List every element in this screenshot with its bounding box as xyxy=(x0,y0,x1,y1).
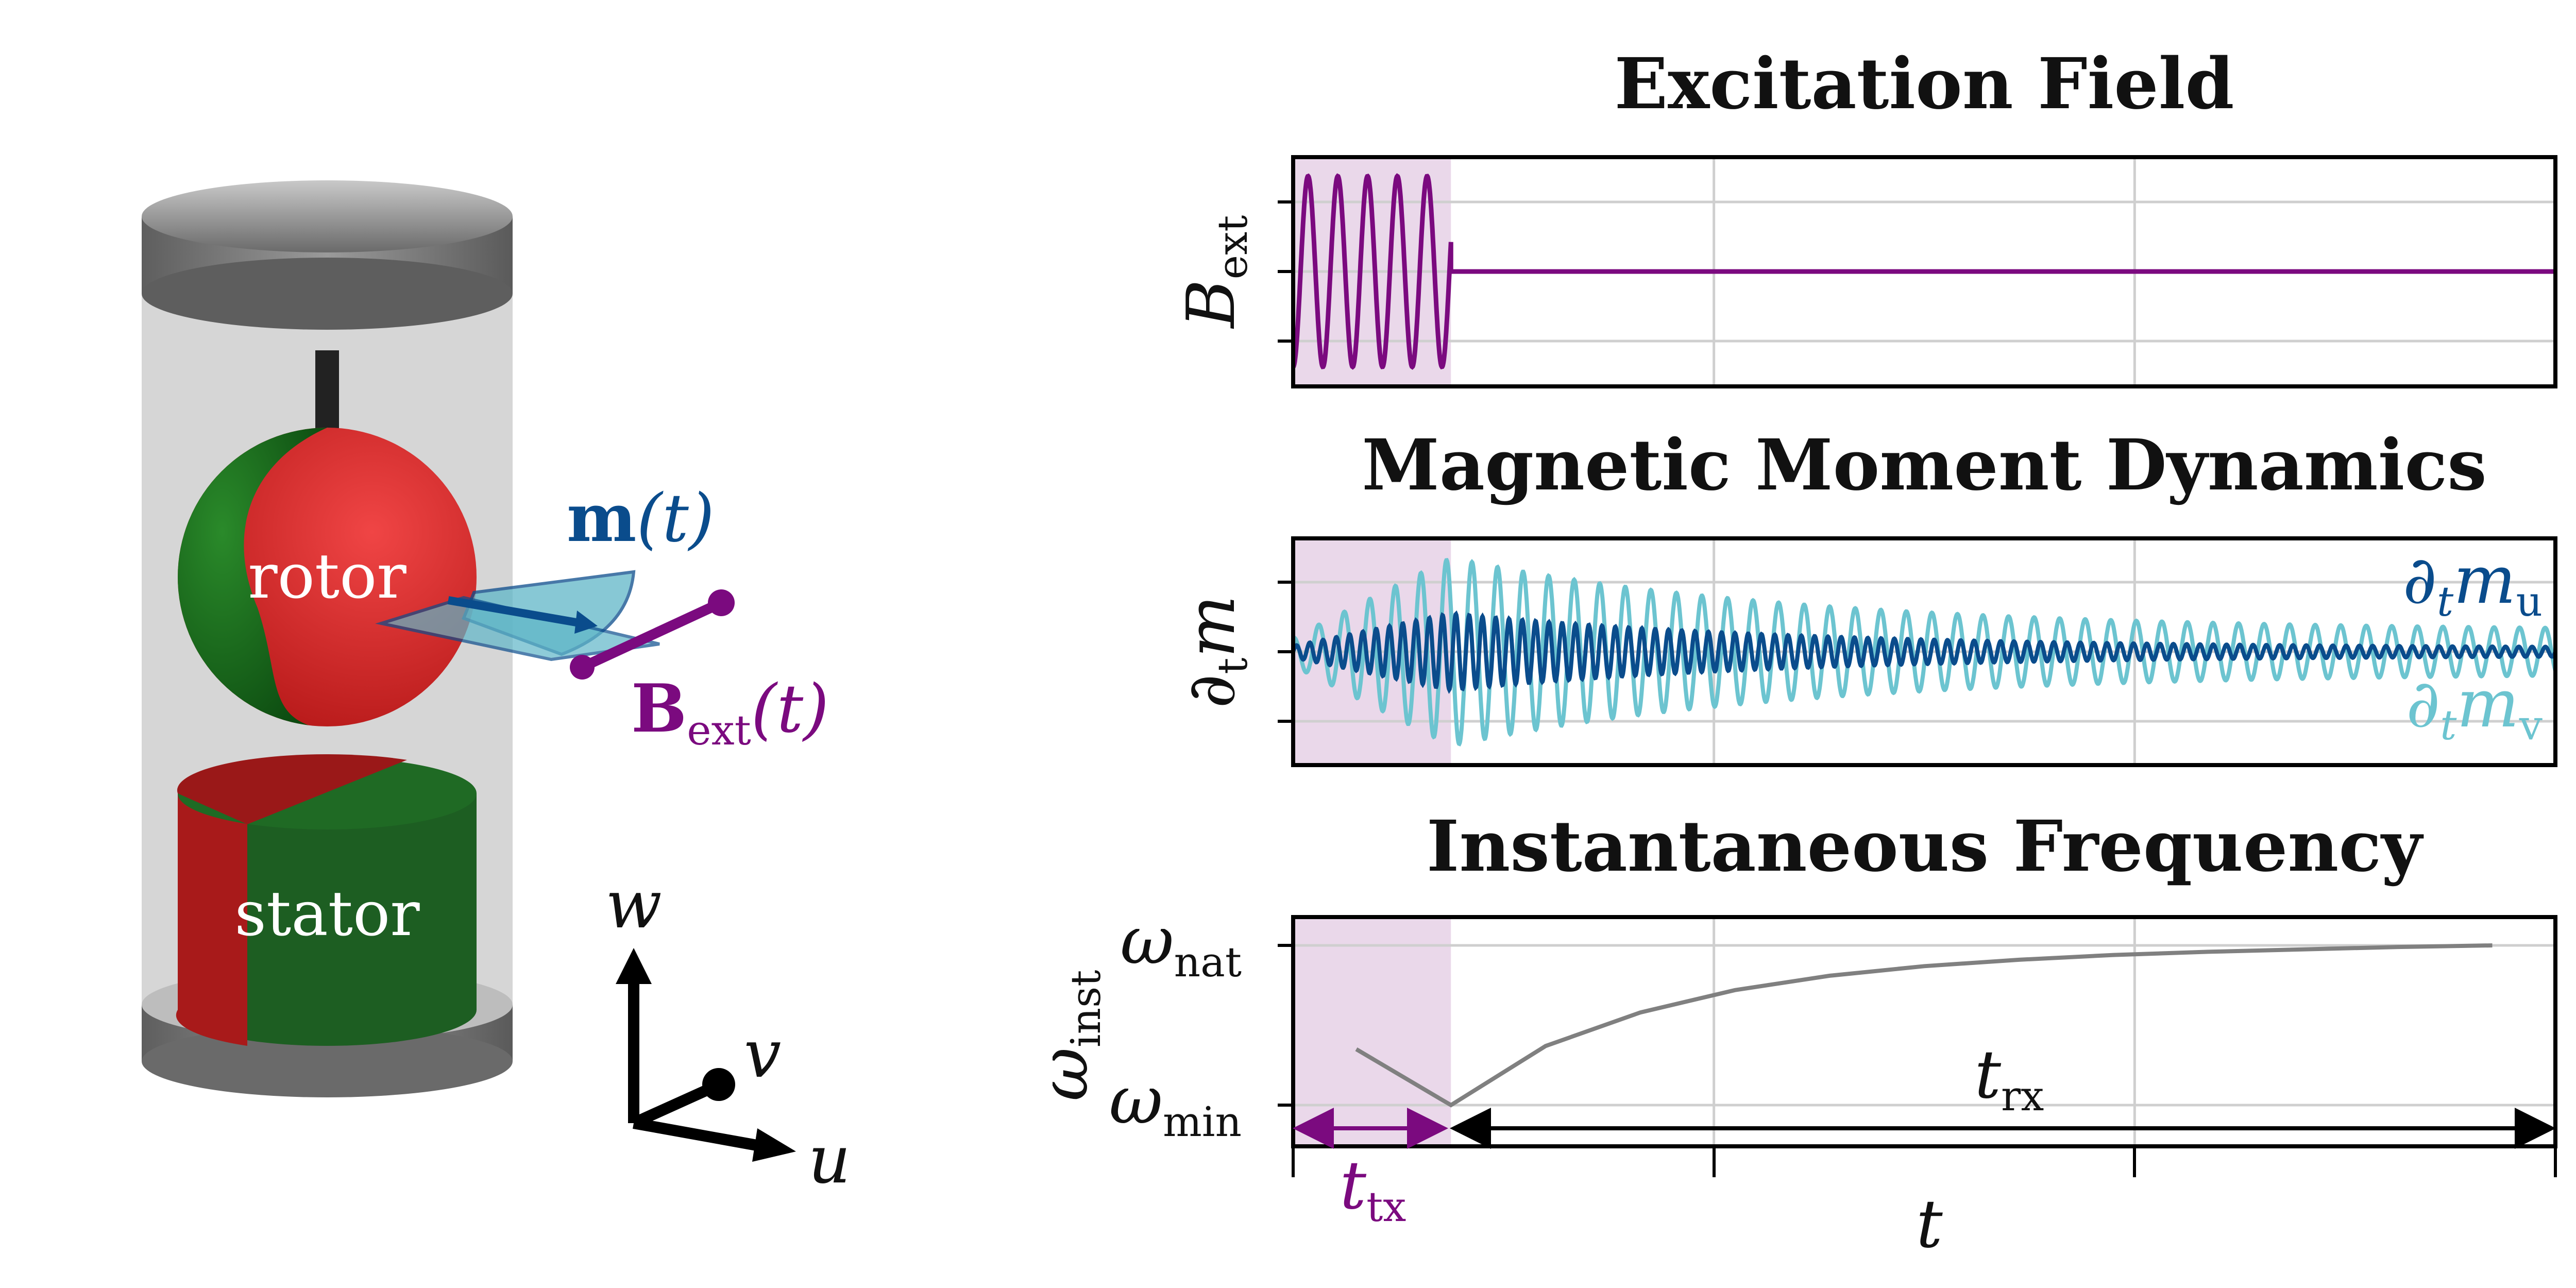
legend-dm-u: ∂tmu xyxy=(2403,542,2543,625)
moment-yticks xyxy=(1278,581,1293,723)
field-label: Bext(t) xyxy=(631,670,829,754)
rotor-label: rotor xyxy=(248,541,406,613)
moment-panel: Magnetic Moment Dynamics ∂tm ∂tmu ∂tmv xyxy=(1173,424,2557,767)
t-tx-label: ttx xyxy=(1340,1147,1406,1231)
top-cap xyxy=(142,180,513,330)
excitation-title: Excitation Field xyxy=(1614,43,2234,125)
tick-omega-min: ωmin xyxy=(1109,1062,1242,1146)
moment-arrow xyxy=(447,596,583,628)
rotor-sphere: rotor xyxy=(178,428,477,726)
moment-ylabel: ∂tm xyxy=(1173,595,1257,708)
frequency-panel: Instantaneous Frequency ωnat ωmin ωinst … xyxy=(1026,805,2557,1263)
legend-dm-v: ∂tmv xyxy=(2406,666,2543,749)
axis-v-label: v xyxy=(744,1016,781,1093)
tick-omega-nat: ωnat xyxy=(1120,903,1242,986)
excitation-yticks xyxy=(1278,200,1293,343)
stator: stator xyxy=(176,754,477,1046)
stator-label: stator xyxy=(234,878,420,950)
field-arrow xyxy=(570,589,735,680)
frequency-yticks xyxy=(1278,944,1293,1107)
x-axis-label: t xyxy=(1916,1186,1943,1263)
bext-series xyxy=(1291,173,2555,370)
axis-u-label: u xyxy=(808,1122,851,1198)
rotor-stator-diagram: stator rotor m(t) Bext xyxy=(142,180,851,1198)
frequency-frame xyxy=(1291,915,2557,1148)
t-rx-label: trx xyxy=(1975,1037,2044,1120)
dm-v-series xyxy=(1292,557,2557,747)
frequency-title: Instantaneous Frequency xyxy=(1427,805,2424,888)
moment-wedge xyxy=(375,570,660,662)
suspension-rod xyxy=(315,350,339,433)
frequency-ylabel: ωinst xyxy=(1026,970,1110,1101)
grid-bot xyxy=(1293,917,2555,1146)
frequency-xticks xyxy=(1292,1146,2557,1177)
tx-shade-bot xyxy=(1293,917,1451,1146)
moment-label: m(t) xyxy=(567,480,715,557)
omega-inst-series xyxy=(1355,943,2493,1108)
dm-u-series xyxy=(1291,610,2557,694)
coordinate-axes: w v u xyxy=(605,867,851,1198)
axis-w-label: w xyxy=(605,867,662,943)
moment-title: Magnetic Moment Dynamics xyxy=(1362,424,2486,506)
excitation-panel: Excitation Field Bext xyxy=(1173,43,2557,388)
excitation-ylabel: Bext xyxy=(1173,215,1257,329)
